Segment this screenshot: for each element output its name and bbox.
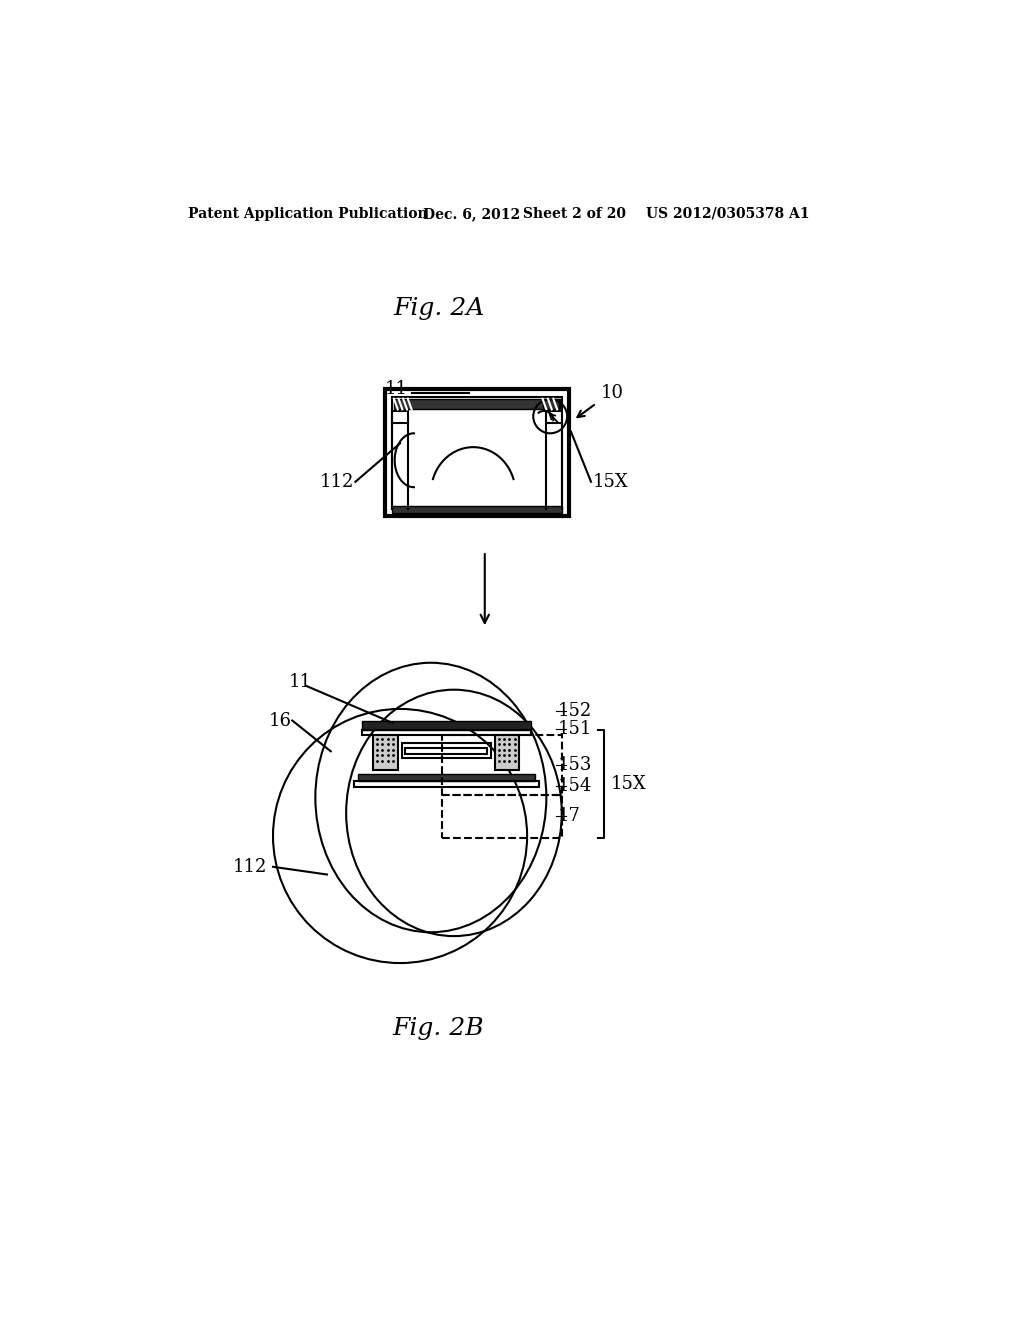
- Bar: [394, 399, 560, 409]
- Text: 17: 17: [558, 808, 581, 825]
- Text: 15X: 15X: [593, 473, 629, 491]
- Text: 15X: 15X: [610, 775, 646, 792]
- Text: 16: 16: [269, 711, 292, 730]
- Bar: [406, 748, 487, 755]
- Text: Fig. 2A: Fig. 2A: [393, 297, 484, 319]
- Bar: [392, 506, 562, 513]
- Text: 112: 112: [319, 473, 354, 491]
- Bar: [354, 781, 539, 788]
- Bar: [357, 774, 535, 781]
- Text: Sheet 2 of 20: Sheet 2 of 20: [523, 207, 627, 220]
- Text: Patent Application Publication: Patent Application Publication: [188, 207, 428, 220]
- Bar: [442, 735, 562, 795]
- Bar: [373, 735, 397, 770]
- Text: 11: 11: [289, 673, 311, 690]
- Bar: [442, 795, 562, 838]
- Text: 153: 153: [558, 756, 592, 774]
- Bar: [495, 735, 519, 770]
- Text: Dec. 6, 2012: Dec. 6, 2012: [423, 207, 520, 220]
- Bar: [361, 730, 531, 735]
- Bar: [392, 411, 408, 424]
- Bar: [543, 399, 559, 409]
- Text: 10: 10: [600, 384, 624, 403]
- Text: Fig. 2B: Fig. 2B: [393, 1016, 484, 1040]
- Bar: [361, 721, 531, 730]
- Text: 11: 11: [385, 380, 408, 399]
- Bar: [547, 411, 562, 424]
- Bar: [385, 389, 569, 516]
- Bar: [401, 743, 490, 758]
- Text: US 2012/0305378 A1: US 2012/0305378 A1: [646, 207, 810, 220]
- Text: 154: 154: [558, 777, 592, 795]
- Text: 151: 151: [558, 719, 592, 738]
- Bar: [392, 397, 562, 508]
- Text: 152: 152: [558, 702, 592, 721]
- Text: 112: 112: [232, 858, 267, 875]
